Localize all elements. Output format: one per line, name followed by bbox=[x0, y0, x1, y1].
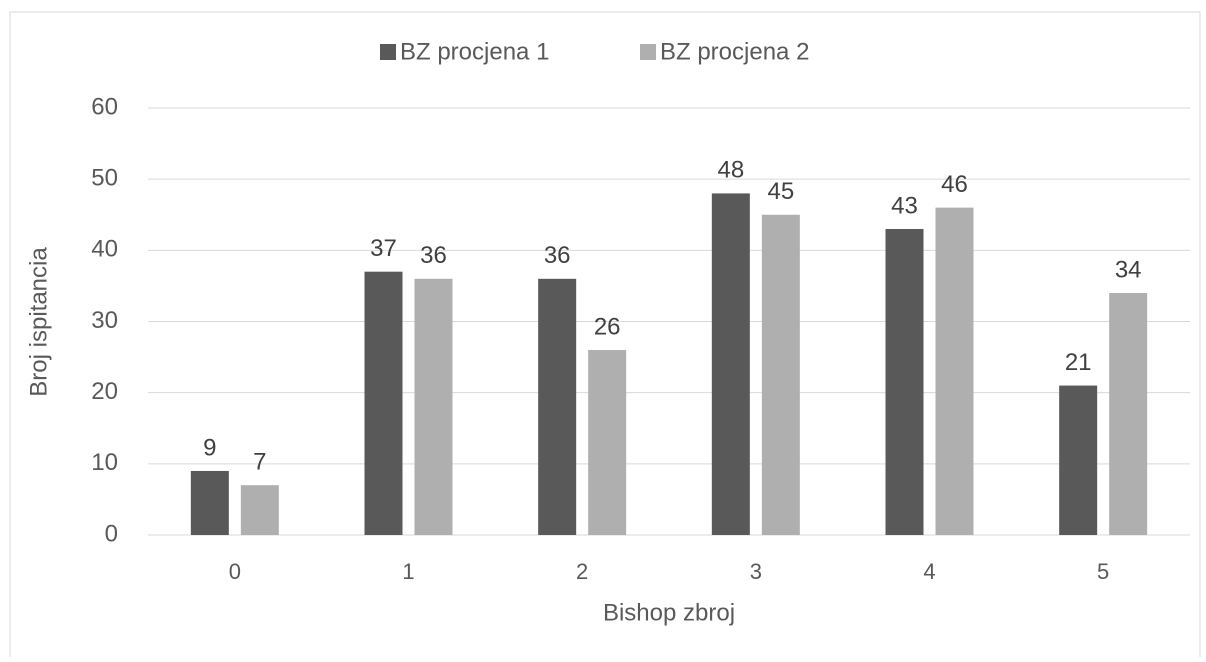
bar bbox=[414, 278, 453, 535]
data-label: 45 bbox=[767, 178, 794, 205]
y-tick-label: 50 bbox=[91, 165, 118, 192]
x-tick-label: 1 bbox=[402, 559, 414, 584]
bar bbox=[935, 207, 974, 535]
x-tick-label: 3 bbox=[750, 559, 762, 584]
x-tick-label: 4 bbox=[923, 559, 935, 584]
bar bbox=[588, 349, 627, 535]
legend-label: BZ procjena 1 bbox=[400, 38, 549, 65]
data-label: 37 bbox=[370, 235, 397, 262]
data-label: 21 bbox=[1065, 349, 1092, 376]
y-tick-label: 30 bbox=[91, 307, 118, 334]
y-tick-label: 60 bbox=[91, 93, 118, 120]
x-axis-label: Bishop zbroj bbox=[603, 599, 735, 626]
legend-swatch bbox=[380, 44, 396, 60]
data-label: 36 bbox=[420, 242, 447, 269]
bar bbox=[1109, 293, 1148, 535]
y-axis-label: Broj ispitancia bbox=[25, 247, 52, 397]
data-label: 7 bbox=[253, 449, 266, 476]
x-tick-label: 5 bbox=[1097, 559, 1109, 584]
bar bbox=[538, 278, 577, 535]
bar bbox=[364, 271, 403, 535]
y-tick-label: 20 bbox=[91, 378, 118, 405]
bar bbox=[240, 485, 279, 535]
legend-label: BZ procjena 2 bbox=[660, 38, 809, 65]
bar bbox=[885, 228, 924, 535]
data-label: 43 bbox=[891, 192, 918, 219]
data-label: 34 bbox=[1115, 256, 1142, 283]
x-tick-label: 2 bbox=[576, 559, 588, 584]
legend-swatch bbox=[640, 44, 656, 60]
y-tick-label: 0 bbox=[105, 520, 118, 547]
y-tick-label: 10 bbox=[91, 449, 118, 476]
chart-border bbox=[9, 11, 1201, 662]
bar bbox=[711, 193, 750, 535]
bar bbox=[1059, 385, 1098, 535]
data-label: 48 bbox=[717, 157, 744, 184]
bar bbox=[761, 214, 800, 535]
bar bbox=[190, 470, 229, 535]
data-label: 26 bbox=[594, 313, 621, 340]
y-tick-label: 40 bbox=[91, 236, 118, 263]
data-label: 36 bbox=[544, 242, 571, 269]
x-tick-label: 0 bbox=[229, 559, 241, 584]
data-label: 9 bbox=[203, 434, 216, 461]
data-label: 46 bbox=[941, 171, 968, 198]
